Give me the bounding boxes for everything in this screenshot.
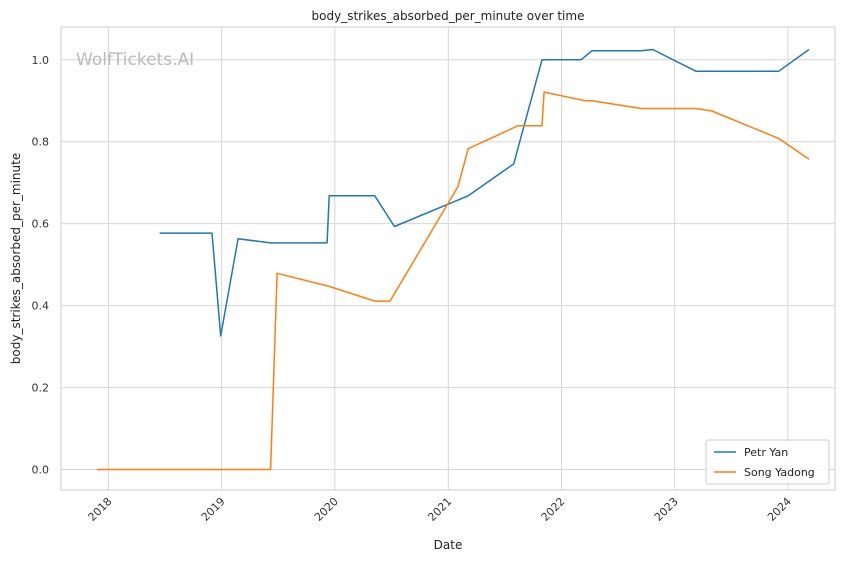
x-axis-ticks: 2018 2019 2020 2021 2022 2023 2024 xyxy=(86,495,794,524)
legend-label: Petr Yan xyxy=(744,446,788,459)
y-tick-label: 0.4 xyxy=(32,300,50,313)
series-line xyxy=(97,91,810,471)
plot-frame xyxy=(60,26,836,491)
legend-box xyxy=(705,439,830,485)
y-tick-label: 0.8 xyxy=(32,136,50,149)
y-tick-label: 0.2 xyxy=(32,382,50,395)
y-axis-label: body_strikes_absorbed_per_minute xyxy=(9,153,23,364)
legend-label: Song Yadong xyxy=(744,466,815,479)
x-tick-label: 2018 xyxy=(86,495,115,524)
y-tick-label: 0.6 xyxy=(32,218,50,231)
x-tick-label: 2020 xyxy=(312,495,341,524)
x-tick-label: 2019 xyxy=(199,495,228,524)
watermark: WolfTickets.AI xyxy=(76,50,194,70)
chart-title: body_strikes_absorbed_per_minute over ti… xyxy=(312,9,585,23)
grid xyxy=(61,27,835,490)
x-tick-label: 2022 xyxy=(539,495,568,524)
x-axis-label: Date xyxy=(434,538,463,552)
series-line xyxy=(159,48,810,337)
x-tick-label: 2021 xyxy=(425,495,454,524)
y-axis-ticks: 0.0 0.2 0.4 0.6 0.8 1.0 xyxy=(32,54,50,477)
y-tick-label: 1.0 xyxy=(32,54,50,67)
y-tick-label: 0.0 xyxy=(32,464,50,477)
x-tick-label: 2023 xyxy=(652,495,681,524)
x-tick-label: 2024 xyxy=(765,495,794,524)
series-lines xyxy=(97,48,810,471)
legend: Petr Yan Song Yadong xyxy=(705,439,830,485)
